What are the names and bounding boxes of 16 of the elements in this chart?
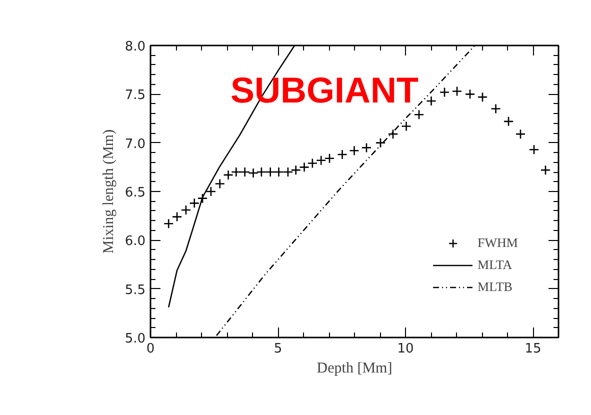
y-tick-label: 6.5	[124, 186, 146, 200]
y-tick-label: 5.0	[124, 332, 146, 346]
y-tick-label: 5.5	[124, 282, 146, 298]
y-tick-label: 7.0	[124, 136, 146, 152]
legend-label: FWHM	[478, 235, 518, 251]
legend-label: MLTA	[478, 257, 512, 273]
y-tick-label: 6.0	[124, 234, 146, 250]
y-tick-label: 7.5	[124, 88, 146, 104]
x-axis-title: Depth [Mm]	[316, 360, 392, 376]
x-tick-label: 0	[146, 342, 155, 356]
y-tick-label: 8.0	[124, 40, 146, 54]
y-axis-title: Mixing length (Mm)	[100, 129, 117, 254]
x-tick-label: 15	[524, 342, 542, 356]
legend-label: MLTB	[478, 279, 512, 295]
x-tick-label: 10	[397, 342, 414, 356]
x-tick-label: 5	[274, 342, 282, 356]
